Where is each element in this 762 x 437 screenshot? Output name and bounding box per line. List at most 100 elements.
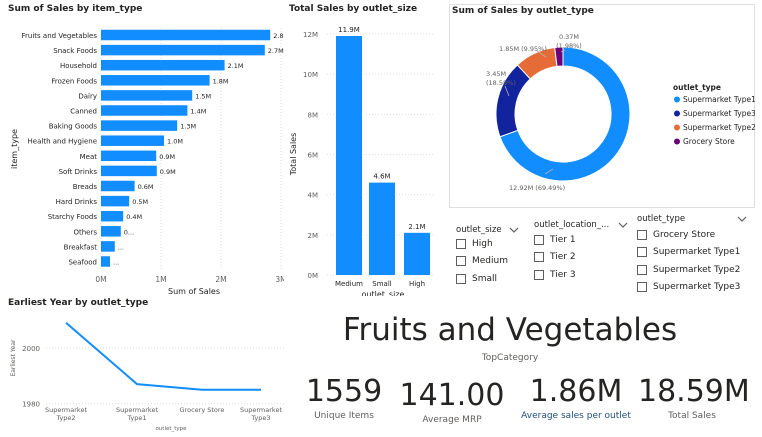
bar [101, 44, 265, 56]
legend-marker [674, 138, 680, 145]
data-label: 1.5M [195, 92, 211, 100]
card-label: Average sales per outlet [521, 411, 631, 421]
category-label: Breads [73, 183, 98, 191]
bar [101, 165, 157, 177]
data-label: 0.9M [160, 168, 176, 176]
checkbox[interactable] [456, 274, 466, 284]
outlet-type-slicer[interactable]: outlet_type Grocery Store Supermarket Ty… [637, 214, 749, 294]
bar [101, 75, 210, 86]
x-tick-label: 0M [95, 275, 106, 284]
bar [101, 226, 121, 237]
bar [404, 232, 430, 275]
series-line [65, 322, 261, 391]
slicer-item-label: High [472, 239, 493, 249]
outlet-location-slicer[interactable]: outlet_location_... Tier 1 Tier 2 Tier 3 [534, 220, 629, 285]
chevron-down-icon[interactable] [618, 220, 628, 230]
x-tick-label: Supermarket [45, 406, 87, 414]
avg-sales-per-outlet-card: 1.86M Average sales per outlet [512, 374, 640, 421]
chart-title: Sum of Sales by outlet_type [452, 6, 594, 16]
checkbox[interactable] [637, 247, 647, 257]
x-tick-label: Type1 [126, 414, 146, 422]
data-label: 1.3M [180, 123, 196, 131]
outlet-type-donut-chart[interactable]: Sum of Sales by outlet_type 12.92M (69.4… [449, 4, 755, 208]
slicer-item-label: Small [472, 274, 497, 284]
chevron-down-icon[interactable] [509, 225, 519, 235]
checkbox[interactable] [534, 270, 544, 280]
slicer-item-label: Supermarket Type3 [653, 282, 741, 292]
y-tick-label: 2000 [22, 345, 40, 353]
data-label: 0.4M [126, 213, 142, 221]
slicer-item-medium[interactable]: Medium [456, 254, 508, 268]
chart-title: Total Sales by outlet_size [289, 4, 418, 14]
category-label: Hard Drinks [56, 198, 98, 206]
legend-label: Supermarket Type2 [683, 123, 755, 132]
earliest-year-line-chart: 19802000SupermarketType2SupermarketType1… [10, 322, 286, 432]
average-mrp-card: 141.00 Average MRP [396, 378, 508, 425]
data-label: 2.7M [268, 47, 284, 55]
top-category-value: Fruits and Vegetables [342, 312, 678, 348]
card-value: 141.00 [399, 378, 505, 413]
data-label: ... [113, 259, 119, 267]
data-label: 2.8M [273, 32, 284, 40]
y-tick-label: 1980 [22, 401, 40, 409]
card-value: 18.59M [638, 374, 750, 409]
data-label: 1.8M [213, 77, 229, 85]
slicer-item-label: Supermarket Type2 [653, 265, 741, 275]
bar [101, 59, 225, 71]
earliest-year-chart[interactable]: Earliest Year by outlet_type 1980 2000 Sup… [6, 298, 290, 432]
data-label: 2.1M [228, 62, 244, 70]
chart-title: Earliest Year by outlet_type [8, 298, 149, 308]
bar [101, 256, 110, 267]
data-label: 0.9M [159, 153, 175, 161]
outlet-size-column-chart: 0M 2M 4M 6M 8M 10M 12M 11.9M Medium 4.6M Small 2.1M… [289, 26, 435, 296]
unique-items-card: 1559 Unique Items [298, 374, 390, 421]
checkbox[interactable] [637, 230, 647, 240]
slicer-item-tier-1[interactable]: Tier 1 [534, 233, 576, 247]
slicer-item-small[interactable]: Small [456, 272, 497, 286]
card-value: 1559 [305, 374, 383, 409]
data-label: 0.37M [559, 33, 579, 41]
slicer-item-supermarket-type3[interactable]: Supermarket Type3 [637, 280, 740, 294]
legend-marker [674, 124, 680, 131]
y-tick-label: 12M [303, 31, 318, 39]
checkbox[interactable] [456, 256, 466, 266]
slicer-item-supermarket-type2[interactable]: Supermarket Type2 [637, 263, 740, 277]
category-label: Household [60, 62, 97, 70]
slicer-item-tier-3[interactable]: Tier 3 [534, 268, 576, 282]
y-tick-label: 4M [308, 192, 319, 200]
x-tick-label: Type2 [55, 414, 75, 422]
legend-label: Supermarket Type3 [683, 109, 755, 118]
leader-line [536, 50, 547, 58]
checkbox[interactable] [456, 239, 466, 249]
checkbox[interactable] [534, 252, 544, 262]
card-value: 1.86M [529, 374, 623, 409]
x-tick-label: Supermarket [240, 406, 282, 414]
item-type-bar-chart: 0M 1M 2M 3M Fruits and Vegetables 2.8M Snack F… [10, 28, 284, 296]
bar [101, 120, 178, 131]
x-tick-label: 2M [215, 275, 226, 284]
donut-slice [499, 46, 631, 182]
slicer-item-label: Supermarket Type1 [653, 247, 741, 257]
slicer-item-label: Tier 2 [550, 252, 576, 262]
item-type-chart[interactable]: Sum of Sales by item_type 0M 1M 2M 3M Fruits… [6, 4, 284, 296]
data-label: 0... [124, 228, 134, 236]
category-label: Small [372, 280, 391, 288]
data-label: 3.45M [486, 70, 506, 78]
slicer-item-high[interactable]: High [456, 237, 493, 251]
outlet-size-chart[interactable]: Total Sales by outlet_size 0M 2M 4M 6M 8M 10M… [287, 4, 439, 296]
slicer-item-grocery-store[interactable]: Grocery Store [637, 228, 715, 242]
x-axis-title: outlet_type [155, 426, 187, 432]
chevron-down-icon[interactable] [737, 214, 747, 224]
card-label: Unique Items [314, 411, 374, 421]
bar [101, 90, 193, 101]
outlet-size-slicer[interactable]: outlet_size High Medium Small [456, 225, 519, 290]
data-label: 4.6M [373, 173, 390, 181]
bar [101, 135, 164, 146]
slicer-item-tier-2[interactable]: Tier 2 [534, 250, 576, 264]
checkbox[interactable] [637, 265, 647, 275]
slicer-item-supermarket-type1[interactable]: Supermarket Type1 [637, 245, 740, 259]
checkbox[interactable] [534, 235, 544, 245]
card-label: Total Sales [668, 411, 716, 421]
checkbox[interactable] [637, 282, 647, 292]
legend-title: outlet_type [673, 83, 721, 92]
